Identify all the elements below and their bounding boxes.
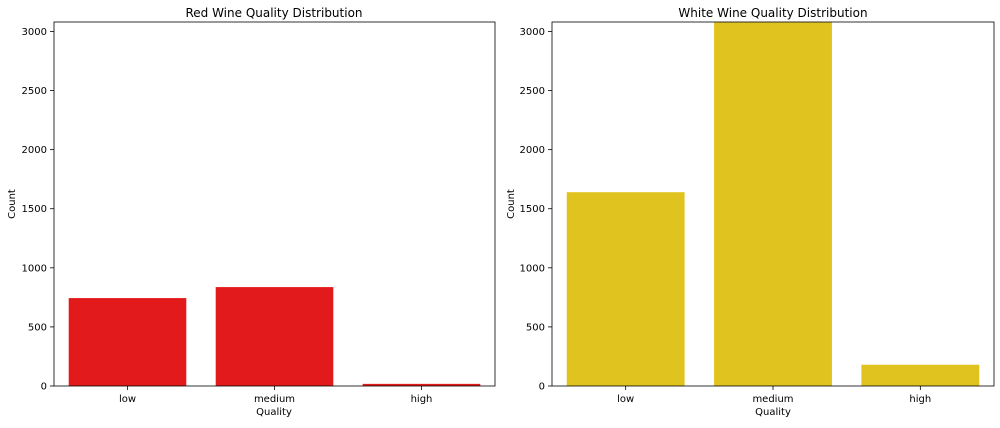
- x-tick-label: medium: [752, 394, 793, 405]
- y-tick-label: 500: [28, 322, 47, 333]
- y-tick-label: 2500: [520, 86, 545, 97]
- bars-group: [566, 22, 980, 387]
- bar-medium: [215, 287, 334, 386]
- x-axis-label: Quality: [256, 407, 292, 418]
- bar-high: [362, 383, 481, 386]
- y-axis-label: Count: [7, 189, 18, 219]
- ticks-group: low medium high 0 500 1000 1500 2000 2500 3000: [520, 27, 932, 405]
- bar-high: [861, 364, 980, 386]
- bar-low: [566, 192, 685, 386]
- x-tick-label: high: [411, 394, 433, 405]
- bar-medium: [714, 22, 832, 387]
- y-tick-label: 1000: [520, 263, 545, 274]
- y-tick-label: 0: [539, 382, 545, 393]
- plot-frame: [53, 21, 496, 387]
- red-wine-chart: Red Wine Quality Distribution Quality Co…: [7, 6, 496, 418]
- y-tick-label: 2000: [22, 145, 47, 156]
- x-tick-label: low: [617, 394, 634, 405]
- plot-frame: [551, 21, 995, 387]
- y-tick-label: 0: [41, 382, 47, 393]
- chart-title: Red Wine Quality Distribution: [185, 6, 362, 20]
- y-tick-label: 1500: [520, 204, 545, 215]
- y-tick-label: 500: [526, 322, 545, 333]
- chart-title: White Wine Quality Distribution: [678, 6, 867, 20]
- white-wine-chart: White Wine Quality Distribution Quality …: [506, 6, 995, 418]
- y-tick-label: 1000: [22, 263, 47, 274]
- y-tick-label: 2500: [22, 86, 47, 97]
- y-tick-label: 3000: [520, 27, 545, 38]
- bars-group: [68, 287, 481, 386]
- ticks-group: low medium high 0 500 1000 1500 2000 2500 3000: [22, 27, 433, 405]
- x-axis-label: Quality: [755, 407, 791, 418]
- x-tick-label: low: [119, 394, 136, 405]
- y-axis-label: Count: [506, 189, 517, 219]
- x-tick-label: high: [909, 394, 931, 405]
- y-tick-label: 1500: [22, 204, 47, 215]
- y-tick-label: 3000: [22, 27, 47, 38]
- bar-low: [68, 298, 187, 386]
- y-tick-label: 2000: [520, 145, 545, 156]
- x-tick-label: medium: [254, 394, 295, 405]
